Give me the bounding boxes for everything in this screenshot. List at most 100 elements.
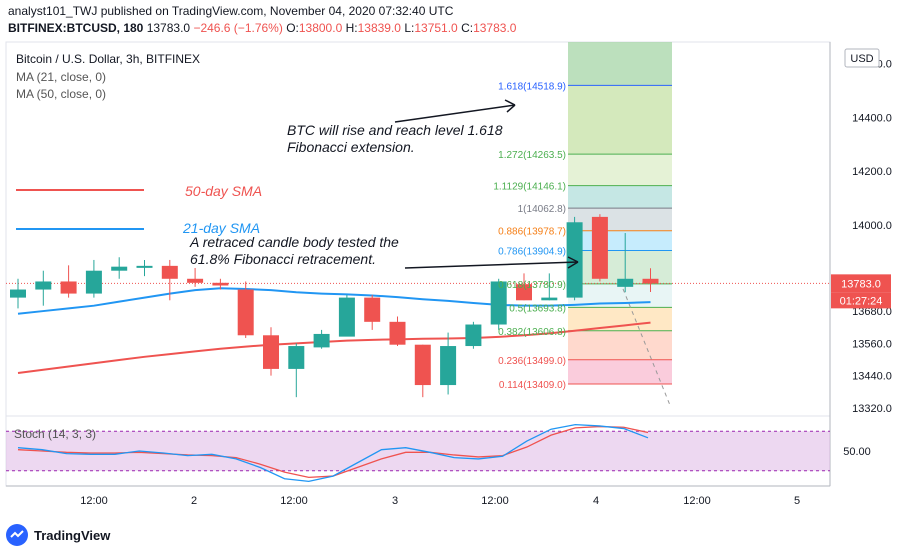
retrace-annotation: A retraced candle body tested the 61.8% … [190,234,399,268]
price-tick: 13320.0 [852,403,892,415]
btc-annotation-line2: Fibonacci extension. [287,139,415,155]
price-tick: 14000.0 [852,220,892,232]
open-value: 13800.0 [298,21,343,35]
candle-body [10,289,26,298]
close-value: 13783.0 [473,21,517,35]
axes: 14600.014400.014200.014000.013680.013560… [80,48,892,507]
time-tick: 2 [191,495,197,507]
retrace-annotation-line2: 61.8% Fibonacci retracement. [190,251,376,267]
fib-level-label: 0.382(13606.8) [498,327,566,338]
fib-band [568,330,672,360]
candle-body [212,282,229,286]
candle-body [237,289,254,336]
publish-info: analyst101_TWJ published on TradingView.… [8,4,454,18]
last-price-box [831,274,891,293]
time-tick: 12:00 [683,495,711,507]
last-value: 13783.0 [146,21,191,35]
candle-body [591,216,608,279]
fib-level-label: 1.1129(14146.1) [493,182,566,193]
sma50-annotation: 50-day SMA [185,183,263,199]
fib-band [568,250,672,284]
high-value: 13839.0 [357,21,401,35]
candle-body [85,270,102,294]
candle-body [440,346,457,386]
ma50-line [17,321,651,374]
time-tick: 3 [392,495,398,507]
moving-averages [16,189,651,374]
tradingview-brand: TradingView [34,527,111,543]
candle-body [338,297,355,337]
annotation-lines [394,99,579,269]
fib-level-label: 0.886(13978.7) [498,227,566,238]
chart-header: analyst101_TWJ published on TradingView.… [0,0,900,40]
sma21-annotation: 21-day SMA [183,220,261,236]
candle-body [35,281,52,290]
stoch-k-line [17,423,649,483]
candle-body [389,321,406,345]
candle-body [60,281,77,294]
price-tick: 13440.0 [852,371,892,383]
fib-level-label: 1(14062.8) [518,204,566,215]
stoch-band [6,431,830,471]
fib-level-label: 0.618(13780.9) [498,280,566,291]
tradingview-logo-icon [6,524,28,546]
btc-annotation-line1: BTC will rise and reach level 1.618 [287,122,503,138]
symbol-ohlc: BITFINEX:BTCUSD, 180 13783.0 −246.6 (−1.… [8,21,516,35]
fib-level-label: 0.236(13499.0) [498,356,566,367]
currency-label: USD [850,53,873,65]
candle-body [617,278,634,287]
fib-band [568,42,672,86]
fib-band [568,154,672,186]
fib-band [568,208,672,231]
time-tick: 4 [593,495,599,507]
ma50-legend[interactable]: MA (50, close, 0) [16,87,107,101]
fib-level-label: 1.272(14263.5) [498,150,566,161]
chart-title: Bitcoin / U.S. Dollar, 3h, BITFINEX [16,52,201,66]
fibonacci-zone [568,42,672,406]
stoch-legend[interactable]: Stoch (14, 3, 3) [14,427,97,441]
fib-level-label: 0.114(13409.0) [499,380,566,391]
fib-level-label: 0.5(13693.8) [509,303,566,314]
price-tick: 13680.0 [852,306,892,318]
price-tick: 14400.0 [852,112,892,124]
fib-band [568,359,672,384]
fib-level-label: 1.618(14518.9) [498,81,566,92]
candle-body [642,278,659,284]
candle-body [161,265,178,279]
open-label: O: [286,21,299,35]
low-label: L: [404,21,415,35]
countdown-box [831,292,891,309]
high-label: H: [345,21,358,35]
tradingview-footer[interactable]: TradingView [6,524,110,546]
last-price-label: 13783.0 [841,278,881,290]
retrace-annotation-line1: A retraced candle body tested the [190,234,399,250]
fib-band [568,185,672,209]
ma21-line [17,287,651,315]
symbol: BITFINEX:BTCUSD, 180 [8,21,144,35]
candle-body [136,265,153,268]
close-label: C: [461,21,474,35]
price-tick: 13560.0 [852,338,892,350]
candle-body [313,333,330,348]
fib-band [568,85,672,155]
fib-band [568,307,672,331]
low-value: 13751.0 [414,21,458,35]
candle-body [490,281,507,325]
time-tick: 12:00 [481,495,509,507]
candle-body [364,297,381,322]
time-tick: 5 [794,495,800,507]
candle-body [414,344,431,386]
candle-body [288,346,305,369]
change-value: −246.6 (−1.76%) [193,21,283,35]
countdown-label: 01:27:24 [840,295,883,307]
candle-body [465,324,482,347]
currency-box [844,48,880,68]
retrace-arrow-line [404,261,579,269]
candles [10,214,659,398]
fib-band [568,230,672,251]
stoch-tick: 50.00 [843,446,871,458]
candle-body [541,297,558,301]
retrace-arrow-head [567,256,579,269]
ma21-legend[interactable]: MA (21, close, 0) [16,70,107,84]
